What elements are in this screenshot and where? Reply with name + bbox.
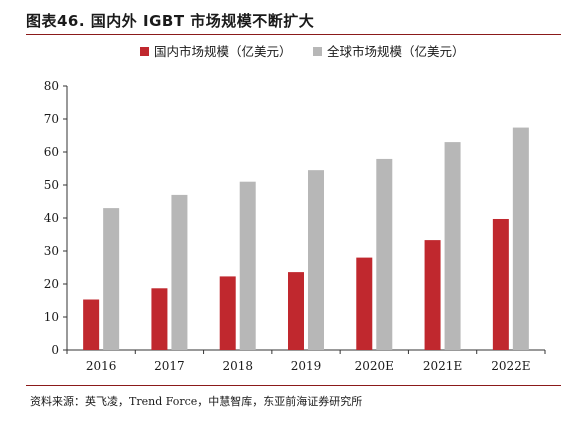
y-tick-label: 20 [44,277,59,291]
x-tick-label: 2022E [491,359,530,373]
bar-global [308,170,324,350]
y-tick-label: 50 [44,178,59,192]
bar-global [444,142,461,350]
bar-domestic [424,240,441,350]
y-tick-label: 10 [44,310,59,324]
bar-global [512,127,529,350]
y-tick-label: 30 [44,244,59,258]
legend-swatch [140,47,149,56]
y-tick-label: 60 [44,145,59,159]
bar-domestic [83,299,100,350]
legend-swatch [313,47,322,56]
chart-title: 图表46. 国内外 IGBT 市场规模不断扩大 [26,12,315,30]
legend-label: 国内市场规模（亿美元） [154,44,292,59]
y-tick-label: 70 [44,112,59,126]
axes: 0 10 20 30 40 50 60 70 80 2016 2017 2018 2019 2020E 20… [44,79,546,373]
legend-label: 全球市场规模（亿美元） [327,44,465,59]
bar-global [376,158,393,350]
y-tick-label: 0 [51,343,59,357]
x-tick-label: 2020E [355,359,394,373]
y-tick-label: 40 [44,211,59,225]
bar-domestic [288,272,304,350]
legend: 国内市场规模（亿美元） 全球市场规模（亿美元） [140,44,465,59]
bar-domestic [219,276,236,350]
bar-global [171,194,188,350]
bar-domestic [492,218,509,350]
x-tick-label: 2016 [86,359,117,373]
bars [83,127,529,350]
bar-global [239,181,256,350]
x-tick-label: 2017 [154,359,185,373]
title-divider [26,34,561,35]
bar-domestic [356,257,373,350]
x-tick-label: 2021E [423,359,462,373]
y-tick-label: 80 [44,79,59,93]
source-divider [26,385,561,386]
bar-global [103,208,120,350]
x-tick-label: 2018 [222,359,253,373]
bar-domestic [151,288,168,350]
source-note: 资料来源：英飞凌，Trend Force，中慧智库，东亚前海证券研究所 [30,395,363,408]
x-tick-label: 2019 [291,359,322,373]
